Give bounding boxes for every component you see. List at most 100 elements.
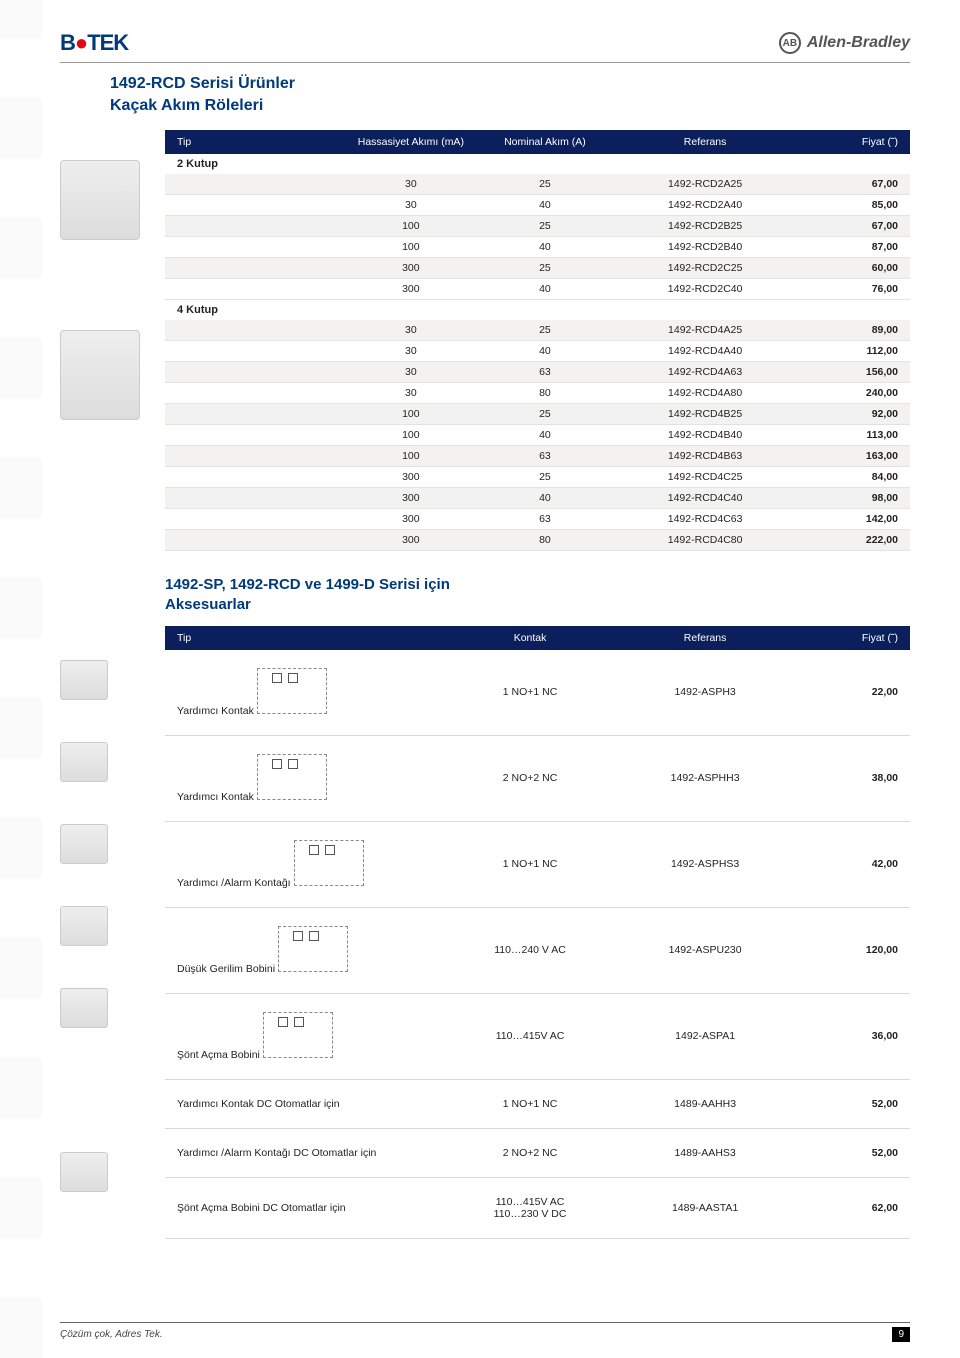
group-header: 2 Kutup [165, 154, 910, 174]
cell-ref: 1492-RCD2A40 [612, 195, 798, 216]
cell-ma: 300 [344, 509, 478, 530]
table-row: 100401492-RCD2B4087,00 [165, 237, 910, 258]
logo-botek: B●TEK [60, 30, 128, 56]
cell-kontak: 1 NO+1 NC [448, 1079, 612, 1128]
cell-price: 142,00 [798, 509, 910, 530]
table-row: 100401492-RCD4B40113,00 [165, 425, 910, 446]
cell-ma: 30 [344, 195, 478, 216]
group-header: 4 Kutup [165, 300, 910, 321]
s2-title-line1: 1492-SP, 1492-RCD ve 1499-D Serisi için [165, 576, 450, 593]
cell-ref: 1492-RCD4B25 [612, 404, 798, 425]
table-row: Yardımcı Kontak 1 NO+1 NC1492-ASPH322,00 [165, 650, 910, 736]
table-row: 300801492-RCD4C80222,00 [165, 530, 910, 551]
cell-ref: 1492-RCD2A25 [612, 174, 798, 195]
cell-ma: 30 [344, 362, 478, 383]
cell-price: 36,00 [798, 993, 910, 1079]
title-line1: 1492-RCD Serisi Ürünler [110, 73, 910, 95]
cell-tip: Yardımcı /Alarm Kontağı [165, 821, 448, 907]
cell-tip: Yardımcı /Alarm Kontağı DC Otomatlar içi… [165, 1128, 448, 1177]
accessories-table: Tip Kontak Referans Fiyat (˜) Yardımcı K… [165, 626, 910, 1239]
col-tip: Tip [165, 130, 344, 154]
cell-price: 67,00 [798, 174, 910, 195]
cell-ref: 1492-RCD4B63 [612, 446, 798, 467]
cell-tip [165, 341, 344, 362]
cell-ma: 100 [344, 216, 478, 237]
cell-ref: 1492-RCD2B25 [612, 216, 798, 237]
cell-tip [165, 279, 344, 300]
table-row: 30251492-RCD2A2567,00 [165, 174, 910, 195]
cell-ref: 1492-RCD2B40 [612, 237, 798, 258]
cell-tip: Düşük Gerilim Bobini [165, 907, 448, 993]
schematic-icon [257, 754, 327, 800]
cell-tip [165, 446, 344, 467]
table-row: 100251492-RCD2B2567,00 [165, 216, 910, 237]
product-image-2pole [60, 160, 140, 240]
col-fiyat: Fiyat (˜) [798, 130, 910, 154]
cell-a: 40 [478, 195, 612, 216]
cell-a: 63 [478, 362, 612, 383]
accessory-image [60, 906, 108, 946]
cell-tip: Şönt Açma Bobini [165, 993, 448, 1079]
cell-a: 63 [478, 509, 612, 530]
cell-tip [165, 216, 344, 237]
table-row: 30631492-RCD4A63156,00 [165, 362, 910, 383]
logo-allen-bradley: AB Allen-Bradley [779, 32, 910, 54]
acc-col-kontak: Kontak [448, 626, 612, 650]
table-row: Yardımcı Kontak DC Otomatlar için 1 NO+1… [165, 1079, 910, 1128]
cell-ref: 1492-RCD2C40 [612, 279, 798, 300]
table-row: 300631492-RCD4C63142,00 [165, 509, 910, 530]
table-row: 300251492-RCD2C2560,00 [165, 258, 910, 279]
cell-a: 25 [478, 320, 612, 341]
cell-price: 60,00 [798, 258, 910, 279]
rcd-table: Tip Hassasiyet Akımı (mA) Nominal Akım (… [165, 130, 910, 551]
accessory-image [60, 1152, 108, 1192]
table-row: 300251492-RCD4C2584,00 [165, 467, 910, 488]
table-row: Şönt Açma Bobini DC Otomatlar için 110…4… [165, 1177, 910, 1238]
group-label: 2 Kutup [165, 154, 910, 174]
table-row: 100251492-RCD4B2592,00 [165, 404, 910, 425]
cell-kontak: 110…415V AC [448, 993, 612, 1079]
schematic-icon [257, 668, 327, 714]
section2-title: 1492-SP, 1492-RCD ve 1499-D Serisi için … [165, 575, 910, 616]
cell-price: 163,00 [798, 446, 910, 467]
page-header: B●TEK AB Allen-Bradley [60, 30, 910, 56]
col-referans: Referans [612, 130, 798, 154]
cell-a: 25 [478, 467, 612, 488]
table-row: 30401492-RCD2A4085,00 [165, 195, 910, 216]
cell-price: 156,00 [798, 362, 910, 383]
cell-tip: Yardımcı Kontak [165, 735, 448, 821]
accessory-image [60, 742, 108, 782]
cell-price: 22,00 [798, 650, 910, 736]
acc-col-ref: Referans [612, 626, 798, 650]
cell-price: 113,00 [798, 425, 910, 446]
cell-price: 89,00 [798, 320, 910, 341]
cell-ref: 1492-ASPU230 [612, 907, 798, 993]
side-images-col [60, 130, 165, 420]
product-image-4pole [60, 330, 140, 420]
cell-ma: 300 [344, 530, 478, 551]
cell-tip [165, 404, 344, 425]
cell-tip [165, 362, 344, 383]
accessory-image [60, 824, 108, 864]
schematic-icon [294, 840, 364, 886]
cell-ref: 1492-ASPHH3 [612, 735, 798, 821]
cell-kontak: 110…415V AC110…230 V DC [448, 1177, 612, 1238]
col-nominal: Nominal Akım (A) [478, 130, 612, 154]
title-line2: Kaçak Akım Röleleri [110, 95, 910, 117]
cell-price: 52,00 [798, 1128, 910, 1177]
cell-kontak: 2 NO+2 NC [448, 1128, 612, 1177]
cell-tip [165, 195, 344, 216]
table-row: 100631492-RCD4B63163,00 [165, 446, 910, 467]
cell-ma: 100 [344, 446, 478, 467]
header-rule [60, 62, 910, 63]
cell-ref: 1492-RCD4A25 [612, 320, 798, 341]
cell-price: 84,00 [798, 467, 910, 488]
cell-price: 222,00 [798, 530, 910, 551]
cell-tip [165, 258, 344, 279]
cell-tip [165, 488, 344, 509]
cell-tip [165, 174, 344, 195]
accessory-images-col [60, 626, 165, 1274]
cell-ma: 100 [344, 425, 478, 446]
table-row: Düşük Gerilim Bobini 110…240 V AC1492-AS… [165, 907, 910, 993]
cell-ref: 1492-RCD4A63 [612, 362, 798, 383]
